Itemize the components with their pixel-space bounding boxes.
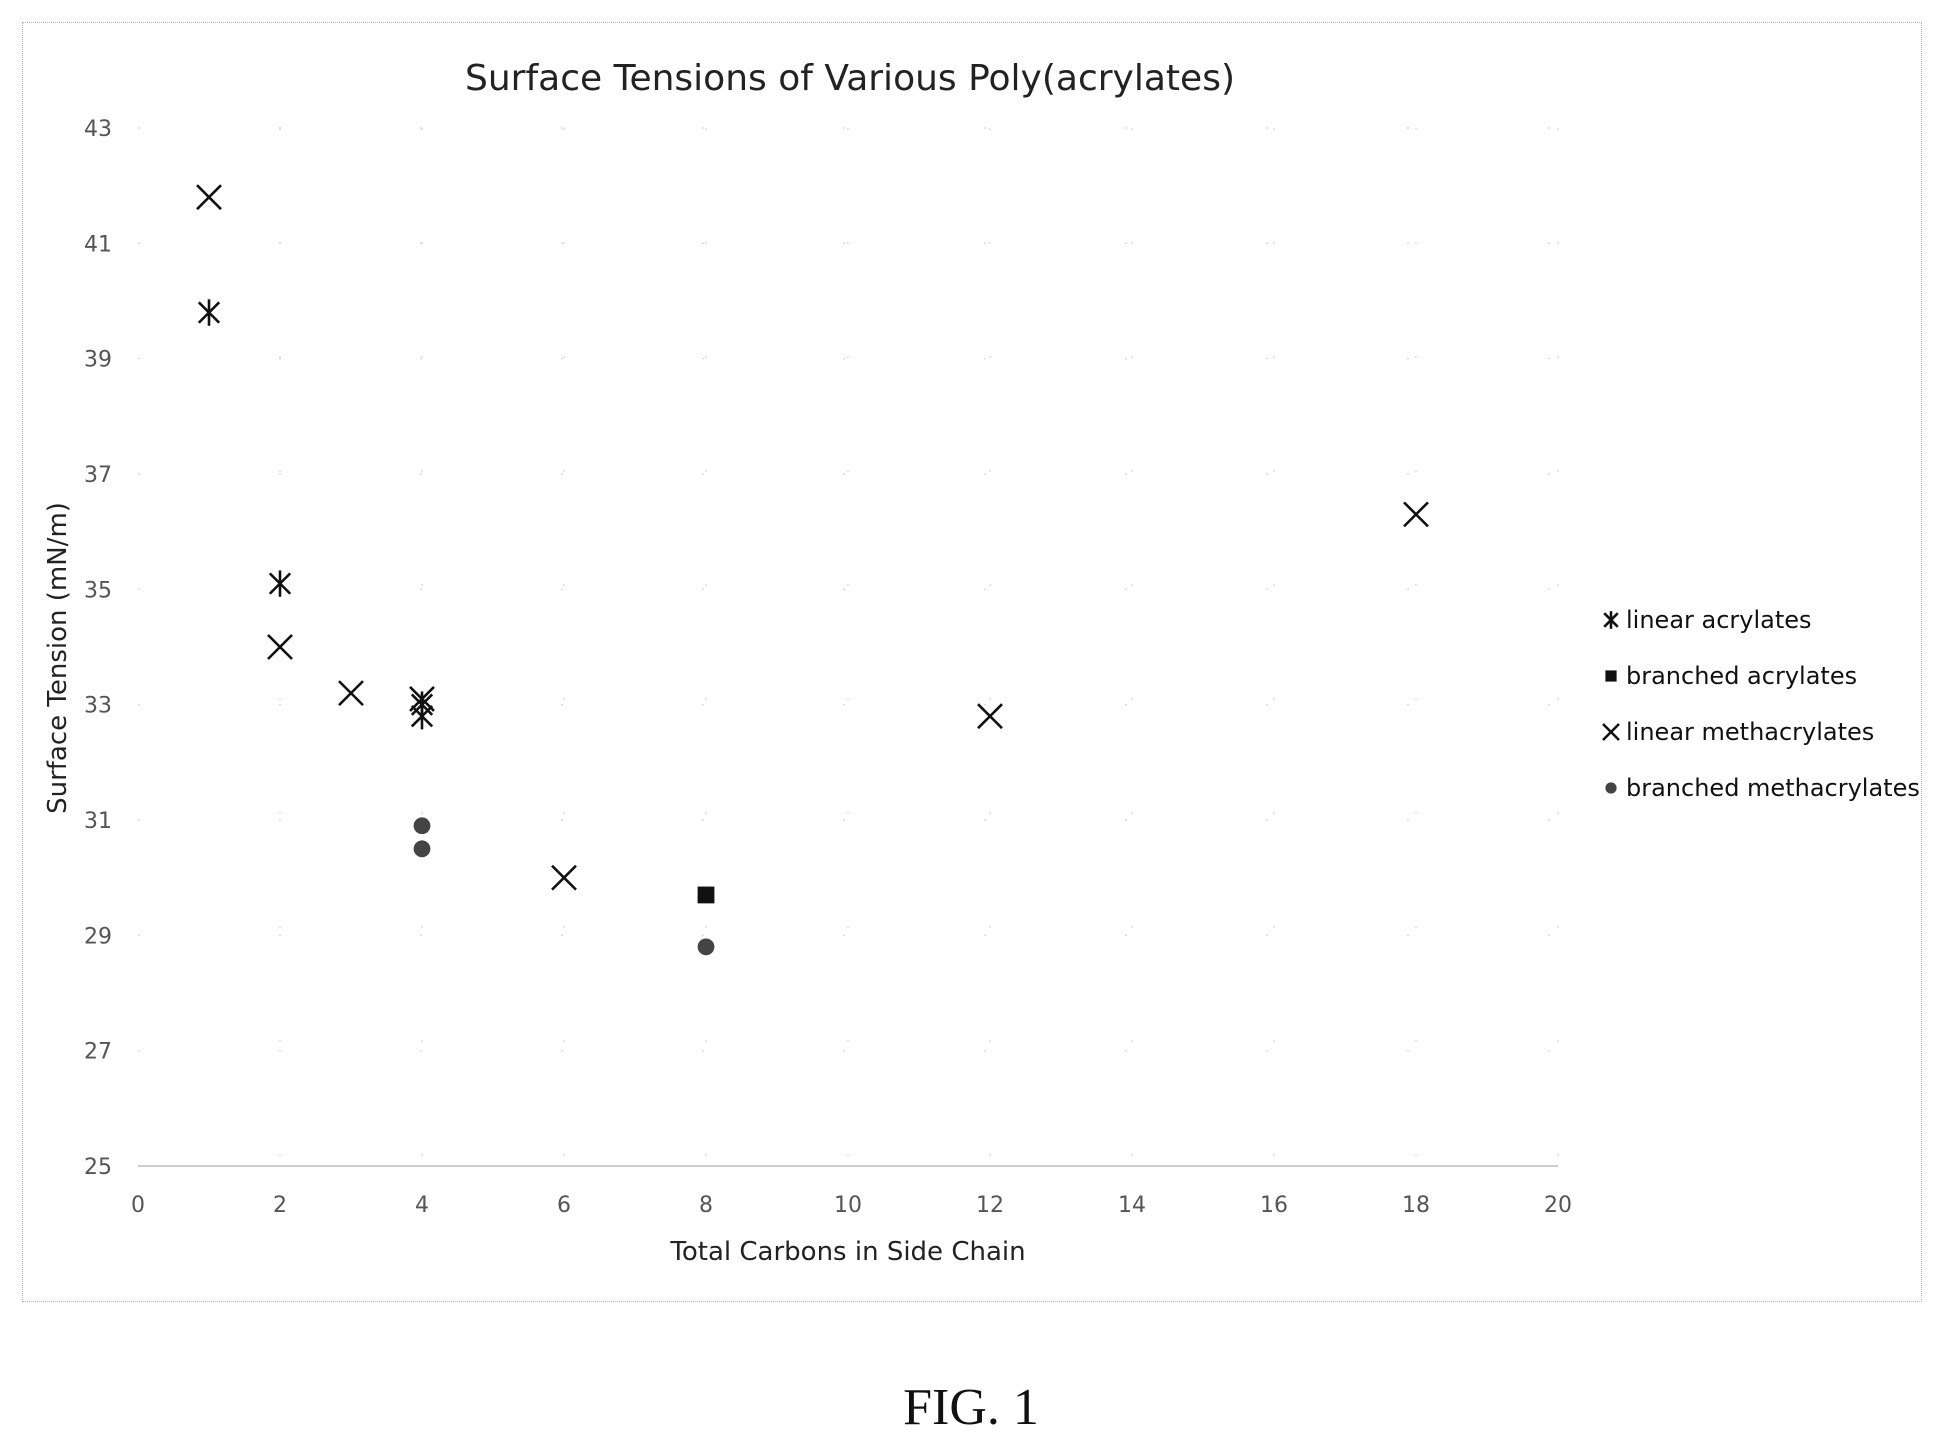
legend-label: linear acrylates xyxy=(1626,606,1812,634)
legend-label: branched methacrylates xyxy=(1626,774,1920,802)
y-tick-label: 35 xyxy=(84,578,112,603)
chart-title: Surface Tensions of Various Poly(acrylat… xyxy=(465,58,1235,99)
legend-label: branched acrylates xyxy=(1626,662,1857,690)
y-tick-label: 41 xyxy=(84,232,112,257)
linear-methacrylates-point xyxy=(977,703,1003,730)
x-tick-label: 0 xyxy=(131,1193,145,1218)
y-axis-label: Surface Tension (mN/m) xyxy=(43,502,73,814)
y-tick-label: 39 xyxy=(84,348,112,373)
y-tick-label: 25 xyxy=(84,1155,112,1180)
y-tick-label: 33 xyxy=(84,694,112,719)
data-points xyxy=(196,184,1429,956)
legend: linear acrylates branched acrylates linear… xyxy=(1602,606,1920,802)
branched-methacrylates-point xyxy=(413,817,431,835)
y-tick-label: 29 xyxy=(84,924,112,949)
x-tick-label: 14 xyxy=(1118,1193,1146,1218)
linear-methacrylates-point xyxy=(1403,501,1429,528)
x-axis-label: Total Carbons in Side Chain xyxy=(669,1237,1025,1267)
legend-marker-branched-methacrylates xyxy=(1605,782,1617,794)
x-tick-label: 16 xyxy=(1260,1193,1288,1218)
linear-acrylates-point xyxy=(268,570,292,597)
linear-methacrylates-point xyxy=(409,685,435,712)
x-tick-label: 8 xyxy=(699,1193,713,1218)
figure-frame xyxy=(22,22,1922,1302)
y-tick-labels: 25 27 29 31 33 35 37 39 41 43 xyxy=(84,117,112,1180)
legend-marker-branched-acrylates xyxy=(1605,670,1617,682)
x-tick-label: 12 xyxy=(976,1193,1004,1218)
x-tick-label: 4 xyxy=(415,1193,429,1218)
x-tick-label: 18 xyxy=(1402,1193,1430,1218)
branched-methacrylates-point xyxy=(413,840,431,858)
linear-methacrylates-point xyxy=(338,680,364,707)
y-tick-label: 31 xyxy=(84,809,112,834)
grid xyxy=(138,127,1559,1166)
branched-methacrylates-point xyxy=(697,938,715,956)
y-tick-label: 43 xyxy=(84,117,112,142)
y-tick-label: 37 xyxy=(84,463,112,488)
branched-acrylates-point xyxy=(697,886,715,904)
x-tick-label: 6 xyxy=(557,1193,571,1218)
x-tick-labels: 0 2 4 6 8 10 12 14 16 18 20 xyxy=(131,1193,1572,1218)
linear-methacrylates-point xyxy=(551,864,577,891)
legend-label: linear methacrylates xyxy=(1626,718,1874,746)
x-tick-label: 10 xyxy=(834,1193,862,1218)
y-tick-label: 27 xyxy=(84,1040,112,1065)
legend-marker-linear-acrylates xyxy=(1603,611,1619,629)
linear-acrylates-point xyxy=(410,691,434,718)
legend-marker-linear-methacrylates xyxy=(1602,723,1620,741)
x-tick-label: 20 xyxy=(1544,1193,1572,1218)
linear-methacrylates-point xyxy=(196,184,222,211)
linear-acrylates-point xyxy=(197,299,221,326)
x-tick-label: 2 xyxy=(273,1193,287,1218)
figure-caption: FIG. 1 xyxy=(903,1379,1039,1436)
linear-methacrylates-point xyxy=(267,634,293,660)
